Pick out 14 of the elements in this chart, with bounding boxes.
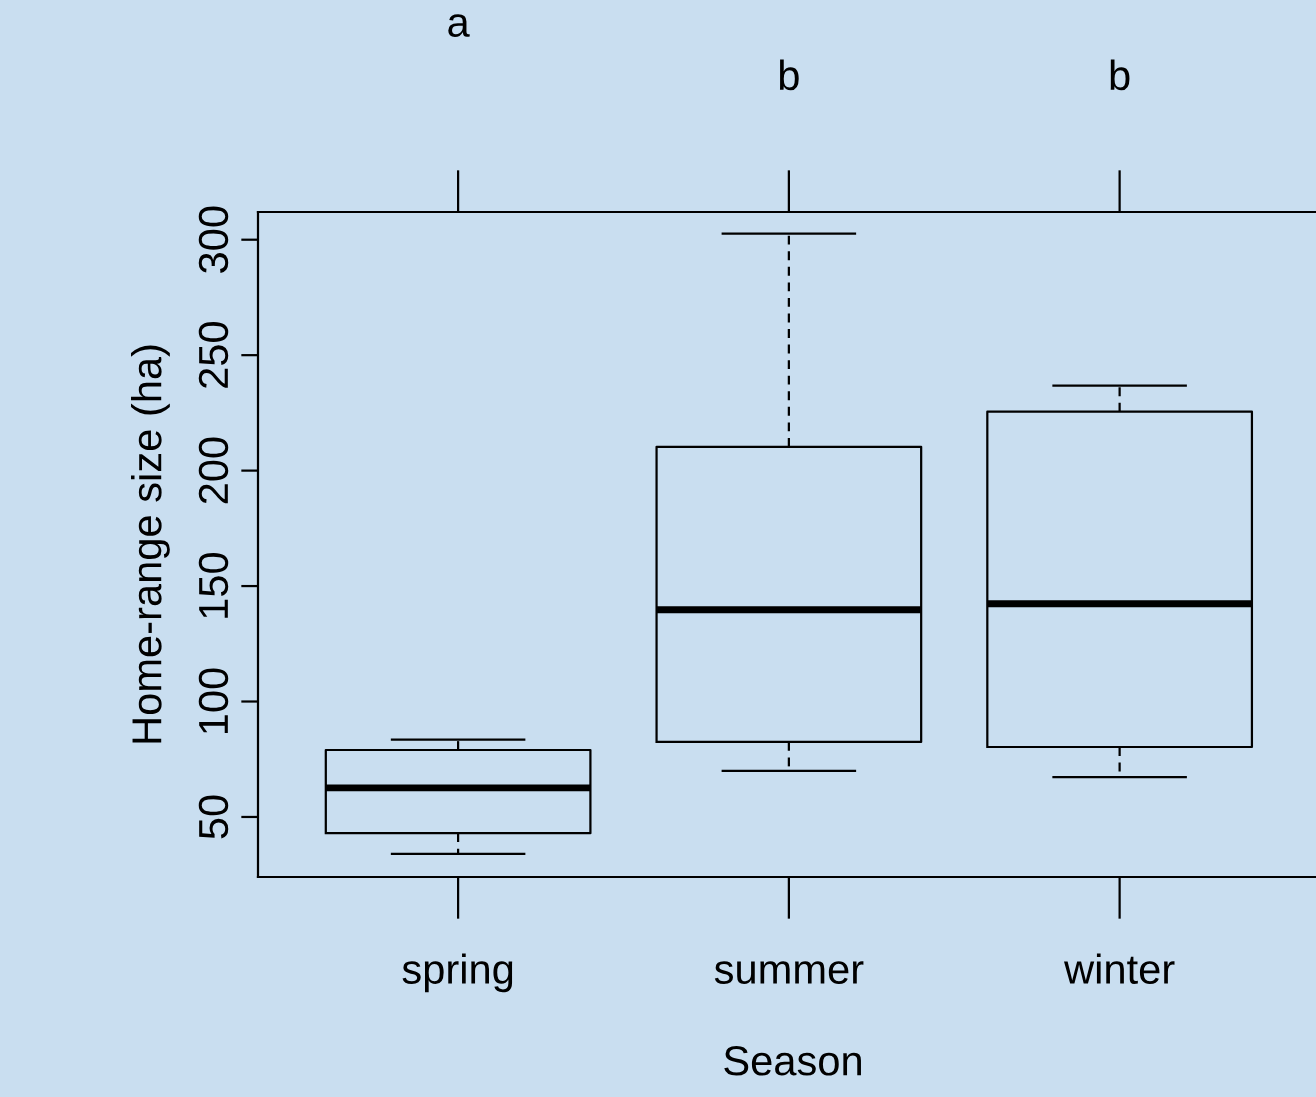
x-tick-label: spring [402,953,513,993]
y-tick-label: 50 [198,795,229,839]
y-tick-label: 100 [198,668,229,734]
text: b [1110,59,1130,91]
y-tick-label: 250 [198,322,229,388]
y-tick-label: 200 [198,437,229,504]
y-axis-title: Home-range size (ha) [131,345,170,743]
y-tick-label: 300 [198,206,229,273]
y-tick-label: 150 [198,552,229,618]
x-axis-title: Season [724,1046,861,1076]
x-tick-label: summer [714,961,864,984]
text: b [779,59,799,91]
text: a [448,14,470,37]
x-tick-label: winter [1063,953,1175,984]
